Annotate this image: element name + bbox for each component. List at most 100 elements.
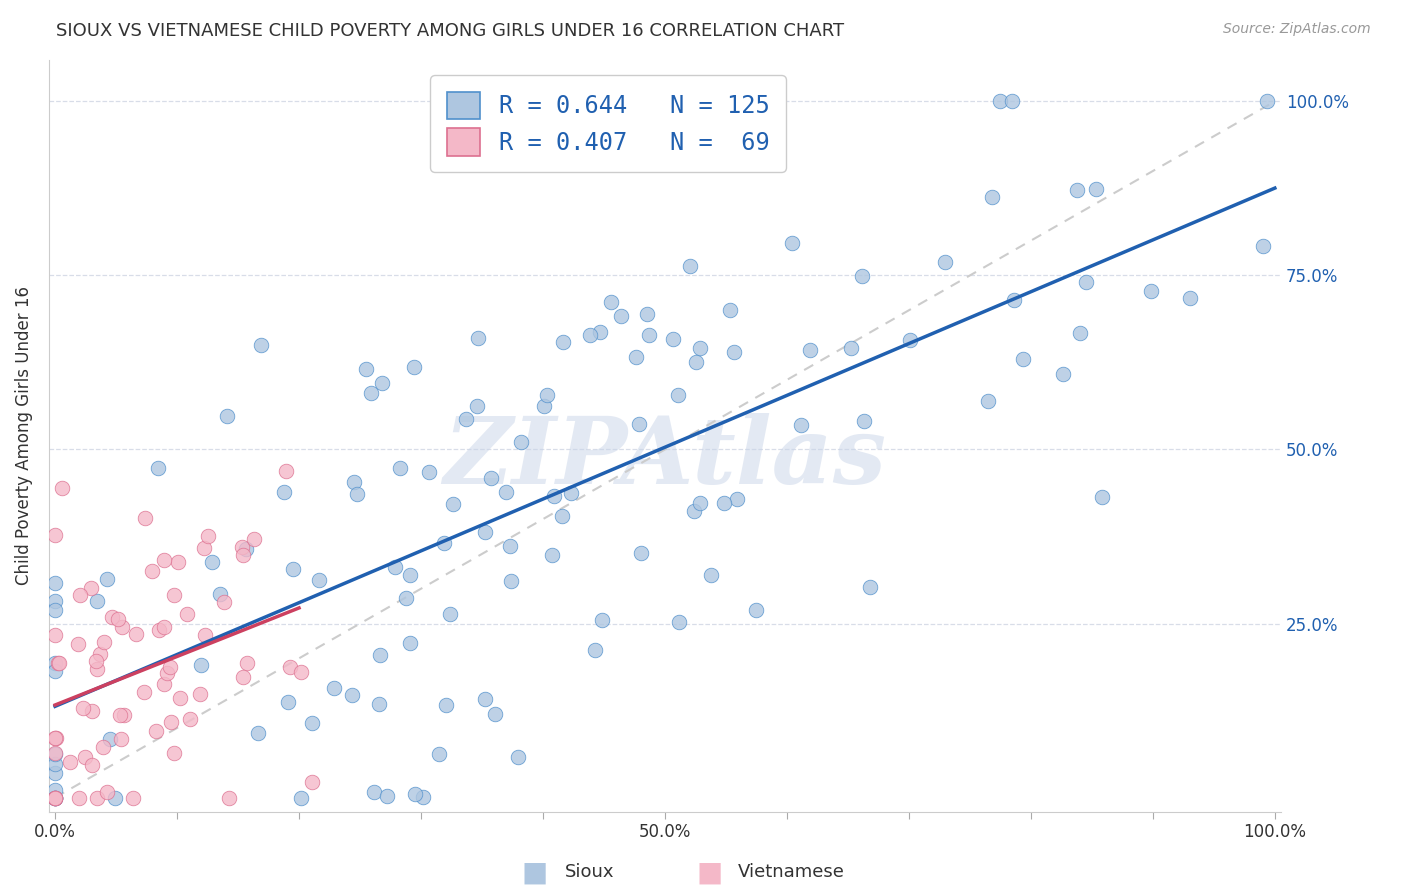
Point xyxy=(86,593,108,607)
Point xyxy=(194,628,217,642)
Point xyxy=(179,712,201,726)
Point xyxy=(589,325,612,339)
Point xyxy=(543,489,565,503)
Point xyxy=(1253,238,1275,252)
Point xyxy=(44,783,66,797)
Point xyxy=(536,388,558,402)
Point xyxy=(725,491,748,506)
Point xyxy=(1011,351,1033,366)
Point xyxy=(44,665,66,679)
Point xyxy=(418,466,440,480)
Point xyxy=(368,698,391,712)
Text: ■: ■ xyxy=(697,858,723,887)
Point xyxy=(44,731,66,745)
Point xyxy=(745,603,768,617)
Point xyxy=(44,757,66,772)
Point xyxy=(44,603,66,617)
Point xyxy=(398,567,420,582)
Point xyxy=(388,461,411,475)
Point xyxy=(59,755,82,769)
Point xyxy=(308,573,330,587)
Point xyxy=(636,307,658,321)
Point xyxy=(278,660,301,674)
Point xyxy=(506,750,529,764)
Point xyxy=(169,690,191,705)
Point xyxy=(153,620,176,634)
Point xyxy=(395,591,418,606)
Point xyxy=(495,484,517,499)
Point xyxy=(188,687,211,701)
Point xyxy=(578,327,600,342)
Point xyxy=(67,637,90,651)
Point xyxy=(290,790,312,805)
Point xyxy=(934,255,956,269)
Point xyxy=(104,790,127,805)
Point xyxy=(683,504,706,518)
Point xyxy=(163,588,186,602)
Point xyxy=(125,627,148,641)
Point xyxy=(718,302,741,317)
Point xyxy=(499,539,522,553)
Point xyxy=(231,540,253,554)
Point xyxy=(48,656,70,670)
Point xyxy=(981,190,1004,204)
Point xyxy=(402,359,425,374)
Point xyxy=(93,635,115,649)
Point xyxy=(360,385,382,400)
Point xyxy=(301,775,323,789)
Point xyxy=(551,508,574,523)
Point xyxy=(193,541,215,555)
Point xyxy=(80,581,103,595)
Point xyxy=(454,412,477,426)
Point xyxy=(44,766,66,780)
Point xyxy=(153,677,176,691)
Point xyxy=(839,341,862,355)
Point xyxy=(412,790,434,805)
Point xyxy=(166,555,188,569)
Point xyxy=(69,588,91,602)
Point xyxy=(1052,368,1074,382)
Point xyxy=(662,332,685,346)
Point xyxy=(84,654,107,668)
Point xyxy=(465,399,488,413)
Point xyxy=(82,704,104,718)
Point xyxy=(44,790,66,805)
Point xyxy=(242,533,264,547)
Point xyxy=(156,666,179,681)
Point xyxy=(281,562,304,576)
Point xyxy=(1084,182,1107,196)
Point xyxy=(148,624,170,638)
Point xyxy=(86,790,108,805)
Point xyxy=(346,487,368,501)
Point xyxy=(323,681,346,695)
Point xyxy=(678,259,700,273)
Point xyxy=(277,695,299,709)
Point xyxy=(159,659,181,673)
Point xyxy=(209,587,232,601)
Point xyxy=(343,475,366,490)
Point xyxy=(977,394,1000,409)
Point xyxy=(163,746,186,760)
Text: SIOUX VS VIETNAMESE CHILD POVERTY AMONG GIRLS UNDER 16 CORRELATION CHART: SIOUX VS VIETNAMESE CHILD POVERTY AMONG … xyxy=(56,22,845,40)
Point xyxy=(510,434,533,449)
Point xyxy=(44,628,66,642)
Point xyxy=(215,409,238,423)
Point xyxy=(627,417,650,432)
Point xyxy=(218,790,240,805)
Point xyxy=(1091,491,1114,505)
Point xyxy=(96,573,118,587)
Point xyxy=(44,657,66,671)
Point xyxy=(404,787,426,801)
Point xyxy=(132,685,155,699)
Point xyxy=(250,337,273,351)
Point xyxy=(45,731,67,745)
Point xyxy=(231,548,253,562)
Point xyxy=(231,670,253,684)
Point xyxy=(858,580,880,594)
Point xyxy=(96,785,118,799)
Point xyxy=(111,620,134,634)
Point xyxy=(44,747,66,761)
Point xyxy=(474,524,496,539)
Point xyxy=(713,496,735,510)
Point xyxy=(44,576,66,591)
